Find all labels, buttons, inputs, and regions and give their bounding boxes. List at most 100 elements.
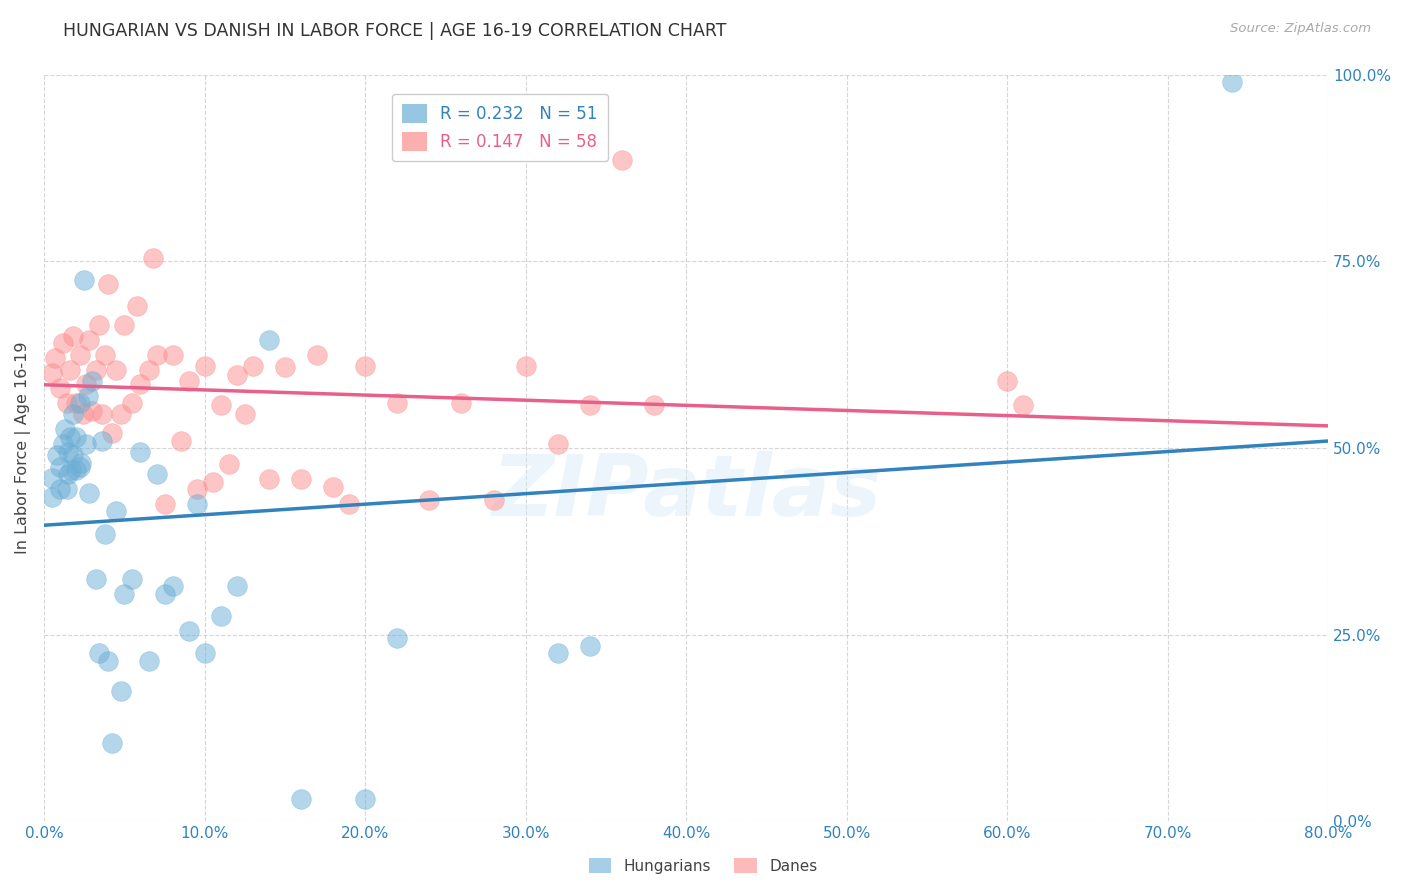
Text: ZIPatlas: ZIPatlas [491, 451, 882, 534]
Point [77, 333, 100, 347]
Point [84, 362, 107, 376]
Point [450, 396, 472, 410]
Point [1220, 75, 1243, 89]
Point [153, 497, 176, 511]
Point [65, 396, 87, 410]
Point [482, 493, 505, 508]
Point [127, 299, 149, 313]
Point [55, 482, 77, 496]
Point [129, 377, 152, 392]
Point [49, 482, 72, 496]
Point [194, 359, 217, 373]
Point [129, 444, 152, 458]
Text: HUNGARIAN VS DANISH IN LABOR FORCE | AGE 16-19 CORRELATION CHART: HUNGARIAN VS DANISH IN LABOR FORCE | AGE… [63, 22, 727, 40]
Point [418, 493, 440, 508]
Point [209, 398, 232, 412]
Point [100, 736, 122, 750]
Point [257, 472, 280, 486]
Y-axis label: In Labor Force | Age 16-19: In Labor Force | Age 16-19 [15, 342, 31, 554]
Point [387, 632, 409, 646]
Point [515, 359, 537, 373]
Point [225, 368, 247, 382]
Point [87, 647, 110, 661]
Point [110, 408, 132, 422]
Point [82, 403, 104, 417]
Point [209, 609, 232, 624]
Point [41, 490, 63, 504]
Point [52, 336, 75, 351]
Point [1012, 398, 1035, 412]
Legend: R = 0.232   N = 51, R = 0.147   N = 58: R = 0.232 N = 51, R = 0.147 N = 58 [392, 94, 607, 161]
Point [97, 654, 120, 668]
Point [70, 456, 93, 470]
Point [59, 362, 82, 376]
Point [177, 374, 200, 388]
Point [322, 480, 344, 494]
Point [387, 396, 409, 410]
Point [46, 449, 69, 463]
Point [82, 374, 104, 388]
Point [105, 504, 128, 518]
Point [91, 408, 114, 422]
Point [58, 467, 80, 482]
Point [49, 381, 72, 395]
Point [87, 318, 110, 332]
Point [49, 459, 72, 474]
Point [233, 408, 256, 422]
Point [121, 572, 143, 586]
Point [290, 792, 312, 806]
Point [62, 449, 84, 463]
Point [138, 654, 160, 668]
Point [257, 333, 280, 347]
Point [69, 348, 91, 362]
Point [201, 475, 224, 489]
Point [290, 472, 312, 486]
Legend: Hungarians, Danes: Hungarians, Danes [582, 852, 824, 880]
Point [194, 647, 217, 661]
Point [75, 437, 97, 451]
Point [995, 374, 1018, 388]
Point [337, 497, 360, 511]
Point [55, 396, 77, 410]
Point [41, 366, 63, 380]
Point [162, 348, 184, 362]
Point [142, 251, 165, 265]
Point [62, 408, 84, 422]
Point [62, 329, 84, 343]
Point [225, 579, 247, 593]
Point [547, 647, 569, 661]
Point [138, 362, 160, 376]
Point [169, 434, 191, 448]
Point [72, 408, 94, 422]
Point [145, 467, 167, 482]
Point [547, 437, 569, 451]
Point [186, 497, 208, 511]
Point [65, 463, 87, 477]
Point [274, 360, 297, 375]
Point [100, 425, 122, 440]
Point [579, 639, 602, 653]
Point [121, 396, 143, 410]
Point [52, 437, 75, 451]
Point [218, 458, 240, 472]
Point [77, 485, 100, 500]
Point [84, 572, 107, 586]
Point [145, 348, 167, 362]
Point [305, 348, 328, 362]
Point [97, 277, 120, 291]
Point [73, 273, 96, 287]
Point [91, 434, 114, 448]
Point [354, 792, 377, 806]
Point [643, 398, 665, 412]
Text: Source: ZipAtlas.com: Source: ZipAtlas.com [1230, 22, 1371, 36]
Point [65, 430, 87, 444]
Point [114, 587, 136, 601]
Point [94, 527, 117, 541]
Point [69, 459, 91, 474]
Point [76, 389, 98, 403]
Point [75, 377, 97, 392]
Point [69, 396, 91, 410]
Point [114, 318, 136, 332]
Point [94, 348, 117, 362]
Point [354, 359, 377, 373]
